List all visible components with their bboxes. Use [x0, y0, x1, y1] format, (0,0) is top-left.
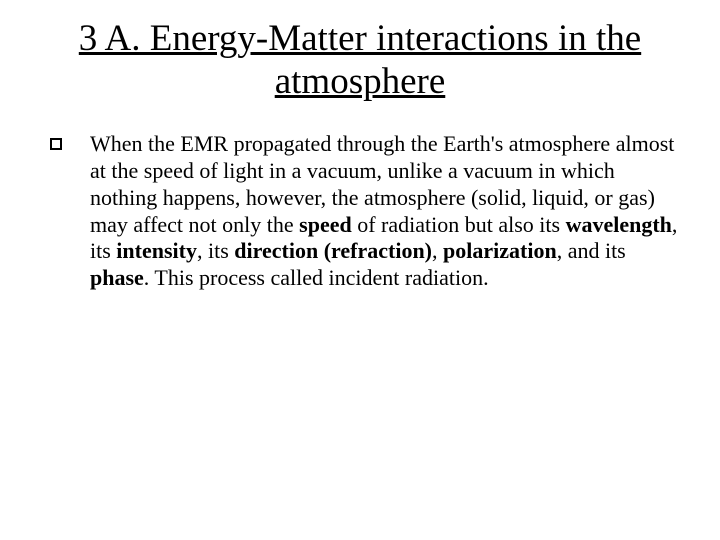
body-row: When the EMR propagated through the Eart…: [40, 131, 680, 292]
slide-title: 3 A. Energy-Matter interactions in the a…: [40, 18, 680, 103]
bold-wavelength: wavelength: [566, 212, 672, 237]
body-text-2: of radiation but also its: [352, 212, 566, 237]
body-text-5: ,: [432, 238, 443, 263]
bold-phase: phase: [90, 265, 144, 290]
body-text-4: , its: [197, 238, 234, 263]
square-bullet-icon: [50, 138, 62, 150]
bold-direction: direction (refraction): [234, 238, 432, 263]
body-paragraph: When the EMR propagated through the Eart…: [90, 131, 680, 292]
bold-speed: speed: [299, 212, 352, 237]
bold-polarization: polarization: [443, 238, 557, 263]
body-text-7: . This process called incident radiation…: [144, 265, 489, 290]
body-text-6: , and its: [557, 238, 626, 263]
bold-intensity: intensity: [116, 238, 197, 263]
slide: 3 A. Energy-Matter interactions in the a…: [0, 0, 720, 540]
